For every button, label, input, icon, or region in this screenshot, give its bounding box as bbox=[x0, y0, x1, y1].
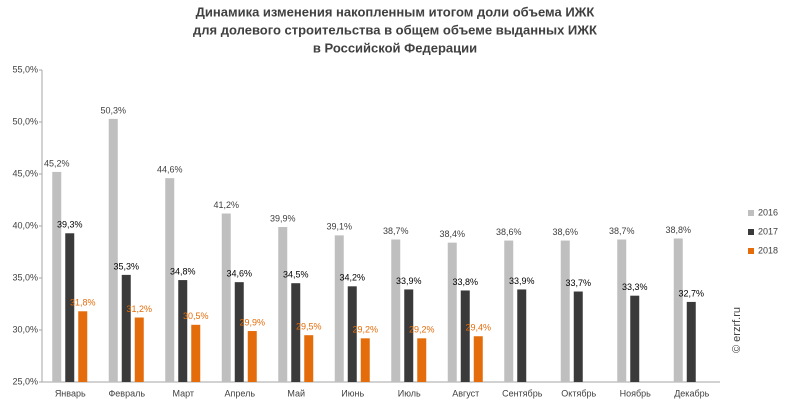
bar bbox=[630, 295, 640, 382]
bar bbox=[178, 280, 188, 382]
bar bbox=[334, 235, 344, 382]
data-label: 38,8% bbox=[665, 225, 691, 235]
data-label: 32,7% bbox=[678, 288, 704, 298]
data-label: 45,2% bbox=[44, 158, 70, 168]
bar bbox=[291, 283, 301, 382]
data-label: 33,9% bbox=[509, 276, 535, 286]
bar bbox=[134, 317, 144, 382]
data-label: 35,3% bbox=[113, 261, 139, 271]
data-label: 34,8% bbox=[170, 266, 196, 276]
bar bbox=[460, 290, 470, 382]
y-tick-label: 45,0% bbox=[12, 168, 38, 178]
y-tick-label: 25,0% bbox=[12, 376, 38, 386]
legend-swatch bbox=[748, 210, 754, 216]
y-tick-label: 30,0% bbox=[12, 324, 38, 334]
data-label: 31,8% bbox=[70, 298, 96, 308]
data-label: 50,3% bbox=[100, 105, 126, 115]
data-label: 44,6% bbox=[157, 165, 183, 175]
data-label: 38,6% bbox=[552, 227, 578, 237]
bar bbox=[191, 324, 201, 382]
data-label: 34,5% bbox=[283, 270, 309, 280]
bar bbox=[560, 240, 570, 382]
bar bbox=[234, 282, 244, 382]
data-label: 39,9% bbox=[270, 213, 296, 223]
x-tick-label: Февраль bbox=[108, 388, 145, 398]
data-label: 29,2% bbox=[409, 325, 435, 335]
bar bbox=[108, 118, 118, 382]
data-label: 29,2% bbox=[352, 325, 378, 335]
x-tick-label: Сентябрь bbox=[502, 388, 543, 398]
data-label: 33,3% bbox=[622, 282, 648, 292]
x-tick-label: Май bbox=[287, 388, 305, 398]
bar bbox=[447, 242, 457, 382]
bar bbox=[417, 338, 427, 382]
bar bbox=[221, 213, 231, 382]
bar bbox=[391, 239, 401, 382]
bar bbox=[247, 331, 257, 382]
bar bbox=[52, 171, 62, 382]
data-label: 38,7% bbox=[383, 226, 409, 236]
x-tick-label: Октябрь bbox=[561, 388, 596, 398]
y-tick-label: 50,0% bbox=[12, 116, 38, 126]
data-label: 39,3% bbox=[57, 220, 83, 230]
data-label: 33,9% bbox=[396, 276, 422, 286]
x-tick-label: Март bbox=[172, 388, 194, 398]
bar bbox=[165, 178, 175, 382]
bar bbox=[121, 274, 131, 382]
legend-swatch bbox=[748, 248, 754, 254]
bar bbox=[573, 291, 583, 382]
x-tick-label: Декабрь bbox=[674, 388, 709, 398]
bar bbox=[686, 301, 696, 382]
x-tick-label: Апрель bbox=[224, 388, 255, 398]
watermark: © erzrf.ru bbox=[731, 307, 743, 353]
chart-title: для долевого строительства в общем объем… bbox=[193, 22, 597, 37]
legend-label: 2017 bbox=[758, 226, 778, 236]
bar bbox=[673, 238, 683, 382]
bar bbox=[504, 240, 514, 382]
x-tick-label: Июнь bbox=[341, 388, 364, 398]
data-label: 38,7% bbox=[609, 226, 635, 236]
data-label: 33,8% bbox=[452, 277, 478, 287]
bar bbox=[304, 335, 314, 382]
x-tick-label: Июль bbox=[398, 388, 421, 398]
legend-label: 2018 bbox=[758, 245, 778, 255]
bar bbox=[65, 233, 75, 382]
data-label: 38,4% bbox=[439, 229, 465, 239]
bar bbox=[404, 289, 414, 382]
data-label: 29,9% bbox=[239, 317, 265, 327]
bar bbox=[360, 338, 370, 382]
bar bbox=[347, 286, 357, 382]
bar bbox=[278, 227, 288, 382]
data-label: 34,2% bbox=[339, 273, 365, 283]
y-tick-label: 40,0% bbox=[12, 220, 38, 230]
y-tick-label: 55,0% bbox=[12, 64, 38, 74]
data-label: 41,2% bbox=[213, 200, 239, 210]
chart-title: в Российской Федерации bbox=[313, 40, 477, 55]
x-tick-label: Август bbox=[452, 388, 479, 398]
chart-title: Динамика изменения накопленным итогом до… bbox=[196, 4, 595, 19]
data-label: 33,7% bbox=[565, 278, 591, 288]
legend-swatch bbox=[748, 229, 754, 235]
x-tick-label: Январь bbox=[55, 388, 86, 398]
data-label: 34,6% bbox=[226, 269, 252, 279]
x-tick-label: Ноябрь bbox=[620, 388, 652, 398]
bar bbox=[617, 239, 627, 382]
data-label: 29,4% bbox=[465, 323, 491, 333]
data-label: 29,5% bbox=[296, 322, 322, 332]
bar bbox=[517, 289, 527, 382]
data-label: 31,2% bbox=[126, 304, 152, 314]
bar bbox=[473, 336, 483, 382]
data-label: 38,6% bbox=[496, 227, 522, 237]
legend-label: 2016 bbox=[758, 207, 778, 217]
y-tick-label: 35,0% bbox=[12, 272, 38, 282]
data-label: 39,1% bbox=[326, 222, 352, 232]
data-label: 30,5% bbox=[183, 311, 209, 321]
bar bbox=[78, 311, 88, 382]
